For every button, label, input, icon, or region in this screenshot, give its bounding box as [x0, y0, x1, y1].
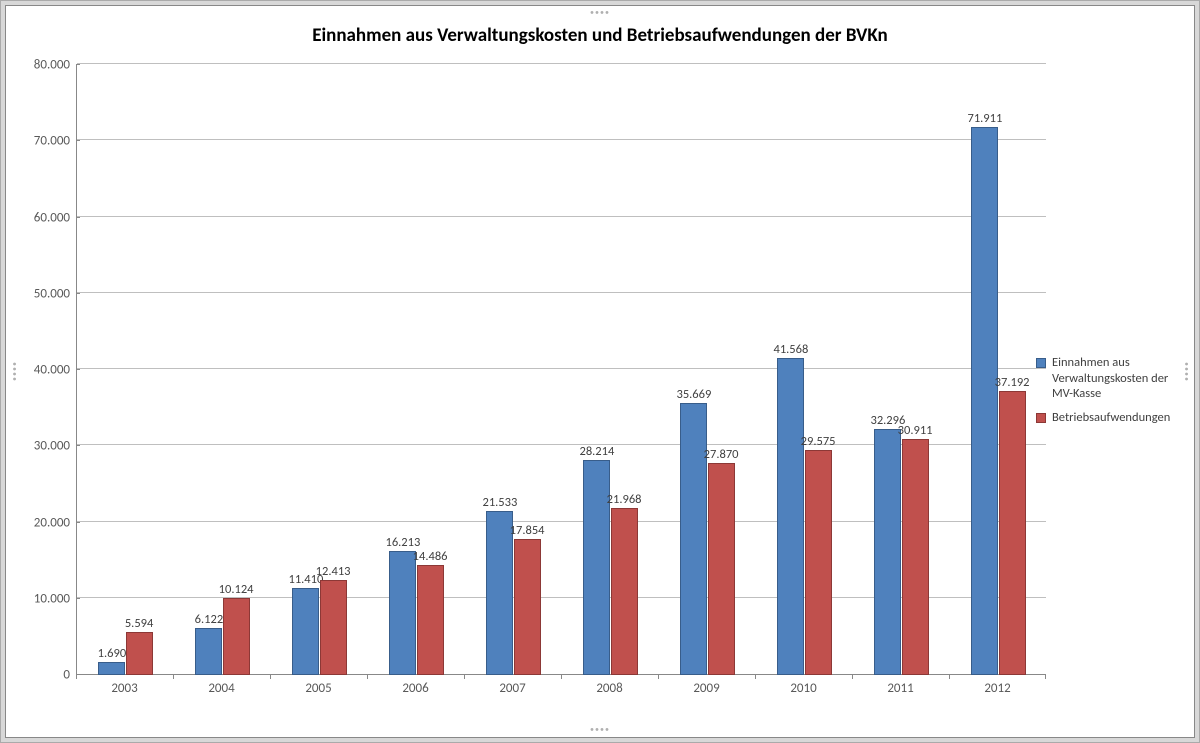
x-axis: 2003200420052006200720082009201020112012	[76, 675, 1046, 705]
category-group: 41.56829.575	[756, 65, 853, 675]
chart-frame: •••• •••• •••• •••• Einnahmen aus Verwal…	[5, 5, 1195, 738]
plot-wrap: 1.6905.5946.12210.12411.41012.41316.2131…	[76, 65, 1184, 705]
category-group: 71.91137.192	[950, 65, 1047, 675]
bar-value-label: 37.192	[995, 375, 1030, 390]
bar: 10.124	[223, 598, 250, 675]
bars-layer: 1.6905.5946.12210.12411.41012.41316.2131…	[77, 65, 1047, 675]
category-group: 6.12210.124	[174, 65, 271, 675]
y-tick-label: 30.000	[34, 439, 70, 454]
y-tick-label: 80.000	[34, 58, 70, 73]
legend: Einnahmen aus Verwaltungskosten der MV-K…	[1036, 355, 1184, 434]
x-category-label: 2004	[173, 675, 270, 705]
bar-value-label: 1.690	[98, 646, 127, 661]
bar-value-label: 30.911	[898, 423, 933, 438]
bar: 1.690	[98, 662, 125, 675]
chart-body: 0 10.000 20.000 30.000 40.000 50.000 60.000 70.…	[16, 65, 1184, 715]
y-tick-label: 70.000	[34, 134, 70, 149]
category-group: 16.21314.486	[368, 65, 465, 675]
bar-value-label: 5.594	[125, 616, 154, 631]
bar: 27.870	[708, 463, 735, 676]
bar: 11.410	[292, 588, 319, 675]
bar-value-label: 29.575	[801, 434, 836, 449]
x-category-label: 2011	[852, 675, 949, 705]
resize-handle-top: ••••	[590, 8, 610, 18]
legend-item: Einnahmen aus Verwaltungskosten der MV-K…	[1036, 355, 1184, 402]
bar: 35.669	[680, 403, 707, 675]
legend-swatch	[1036, 358, 1046, 368]
bar: 71.911	[971, 127, 998, 675]
y-tick-label: 0	[63, 668, 70, 683]
bar-value-label: 6.122	[195, 612, 224, 627]
legend-label: Betriebsaufwendungen	[1052, 410, 1170, 426]
bar: 37.192	[999, 391, 1026, 675]
plot-area: 1.6905.5946.12210.12411.41012.41316.2131…	[76, 65, 1046, 675]
y-tick-label: 20.000	[34, 515, 70, 530]
legend-label: Einnahmen aus Verwaltungskosten der MV-K…	[1052, 355, 1184, 402]
y-tick-label: 60.000	[34, 210, 70, 225]
x-category-label: 2008	[561, 675, 658, 705]
bar-value-label: 27.870	[704, 447, 739, 462]
bar-value-label: 35.669	[676, 387, 711, 402]
bar-value-label: 21.533	[482, 495, 517, 510]
x-category-label: 2012	[949, 675, 1046, 705]
bar: 29.575	[805, 450, 832, 676]
bar: 5.594	[126, 632, 153, 675]
bar-value-label: 17.854	[510, 523, 545, 538]
bar: 41.568	[777, 358, 804, 675]
bar-value-label: 28.214	[579, 444, 614, 459]
bar: 21.968	[611, 508, 638, 676]
y-axis: 010.00020.00030.00040.00050.00060.00070.…	[16, 65, 76, 675]
bar: 12.413	[320, 580, 347, 675]
bar-value-label: 10.124	[219, 582, 254, 597]
legend-item: Betriebsaufwendungen	[1036, 410, 1184, 426]
x-category-label: 2006	[367, 675, 464, 705]
bar: 6.122	[195, 628, 222, 675]
legend-swatch	[1036, 413, 1046, 423]
bar: 17.854	[514, 539, 541, 675]
x-category-label: 2009	[658, 675, 755, 705]
bar: 14.486	[417, 565, 444, 675]
x-category-label: 2005	[270, 675, 367, 705]
category-group: 35.66927.870	[659, 65, 756, 675]
x-category-label: 2010	[755, 675, 852, 705]
y-tick-label: 50.000	[34, 286, 70, 301]
y-tick-label: 10.000	[34, 591, 70, 606]
category-group: 32.29630.911	[853, 65, 950, 675]
category-group: 28.214 21.968	[562, 65, 659, 675]
grid-line	[77, 63, 1046, 64]
bar-value-label: 14.486	[413, 549, 448, 564]
x-category-label: 2007	[464, 675, 561, 705]
bar: 16.213	[389, 551, 416, 675]
x-category-label: 2003	[76, 675, 173, 705]
chart-title: Einnahmen aus Verwaltungskosten und Betr…	[16, 24, 1184, 47]
bar: 30.911	[902, 439, 929, 675]
bar-value-label: 41.568	[773, 342, 808, 357]
category-group: 11.41012.413	[271, 65, 368, 675]
bar: 32.296	[874, 429, 901, 675]
resize-handle-bottom: ••••	[590, 725, 610, 735]
bar-value-label: 21.968	[607, 492, 642, 507]
bar-value-label: 12.413	[316, 564, 351, 579]
bar-value-label: 71.911	[967, 111, 1002, 126]
category-group: 21.533 17.854	[465, 65, 562, 675]
y-tick-label: 40.000	[34, 363, 70, 378]
category-group: 1.6905.594	[77, 65, 174, 675]
